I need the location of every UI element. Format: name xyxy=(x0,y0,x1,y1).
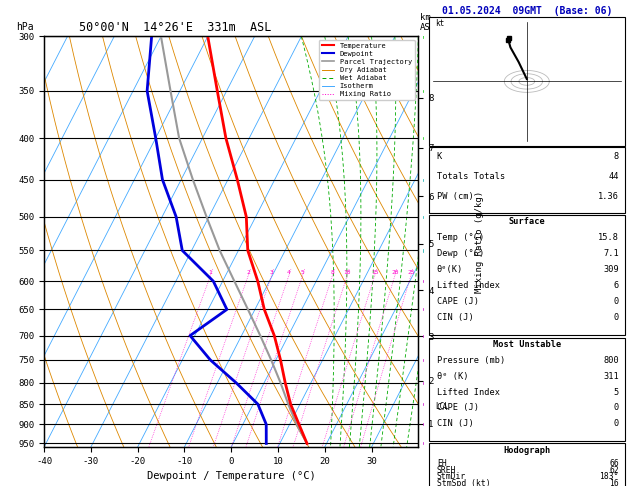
Text: 8: 8 xyxy=(613,152,619,161)
Text: 66: 66 xyxy=(609,459,619,469)
Text: EH: EH xyxy=(437,459,447,469)
Text: Pressure (mb): Pressure (mb) xyxy=(437,356,505,365)
FancyBboxPatch shape xyxy=(429,147,625,213)
Text: 3: 3 xyxy=(270,270,274,275)
FancyBboxPatch shape xyxy=(429,443,625,486)
Text: CAPE (J): CAPE (J) xyxy=(437,403,479,413)
Text: 62: 62 xyxy=(609,466,619,475)
Text: Most Unstable: Most Unstable xyxy=(493,340,561,349)
Text: Dewp (°C): Dewp (°C) xyxy=(437,249,484,258)
Text: 15.8: 15.8 xyxy=(598,233,619,243)
Text: CAPE (J): CAPE (J) xyxy=(437,297,479,306)
Text: 15: 15 xyxy=(371,270,379,275)
Text: 0: 0 xyxy=(613,403,619,413)
Text: 4: 4 xyxy=(287,270,291,275)
Text: CIN (J): CIN (J) xyxy=(437,313,474,322)
Text: 5: 5 xyxy=(613,388,619,397)
Title: 50°00'N  14°26'E  331m  ASL: 50°00'N 14°26'E 331m ASL xyxy=(79,21,271,34)
Text: Temp (°C): Temp (°C) xyxy=(437,233,484,243)
Text: 7.1: 7.1 xyxy=(603,249,619,258)
Text: 0: 0 xyxy=(613,419,619,428)
Text: SREH: SREH xyxy=(437,466,457,475)
Y-axis label: Mixing Ratio (g/kg): Mixing Ratio (g/kg) xyxy=(475,191,484,293)
Text: 1: 1 xyxy=(209,270,213,275)
Text: 800: 800 xyxy=(603,356,619,365)
Text: kt: kt xyxy=(435,19,444,29)
Text: 309: 309 xyxy=(603,265,619,274)
Text: 5: 5 xyxy=(301,270,304,275)
FancyBboxPatch shape xyxy=(429,17,625,146)
Text: Lifted Index: Lifted Index xyxy=(437,281,500,290)
Text: 44: 44 xyxy=(608,172,619,181)
Text: 311: 311 xyxy=(603,372,619,381)
Text: 01.05.2024  09GMT  (Base: 06): 01.05.2024 09GMT (Base: 06) xyxy=(442,6,612,16)
Text: 1.36: 1.36 xyxy=(598,191,619,201)
Text: θᵉ(K): θᵉ(K) xyxy=(437,265,463,274)
Legend: Temperature, Dewpoint, Parcel Trajectory, Dry Adiabat, Wet Adiabat, Isotherm, Mi: Temperature, Dewpoint, Parcel Trajectory… xyxy=(319,40,415,100)
Text: 6: 6 xyxy=(613,281,619,290)
Text: hPa: hPa xyxy=(16,22,33,33)
Text: StmDir: StmDir xyxy=(437,472,466,482)
Text: 16: 16 xyxy=(609,479,619,486)
FancyBboxPatch shape xyxy=(429,338,625,441)
Text: 8: 8 xyxy=(331,270,335,275)
Text: 10: 10 xyxy=(343,270,351,275)
X-axis label: Dewpoint / Temperature (°C): Dewpoint / Temperature (°C) xyxy=(147,471,316,482)
Text: 183°: 183° xyxy=(599,472,619,482)
Text: 2: 2 xyxy=(247,270,250,275)
Text: θᵉ (K): θᵉ (K) xyxy=(437,372,469,381)
Text: 0: 0 xyxy=(613,313,619,322)
Text: StmSpd (kt): StmSpd (kt) xyxy=(437,479,491,486)
Text: PW (cm): PW (cm) xyxy=(437,191,474,201)
Text: km
ASL: km ASL xyxy=(420,13,437,33)
Text: 25: 25 xyxy=(407,270,415,275)
Text: CIN (J): CIN (J) xyxy=(437,419,474,428)
Text: 20: 20 xyxy=(391,270,399,275)
Text: Hodograph: Hodograph xyxy=(503,446,550,455)
Text: LCL: LCL xyxy=(435,402,449,411)
Text: K: K xyxy=(437,152,442,161)
Text: Lifted Index: Lifted Index xyxy=(437,388,500,397)
Text: Surface: Surface xyxy=(508,217,545,226)
FancyBboxPatch shape xyxy=(429,215,625,335)
Text: 0: 0 xyxy=(613,297,619,306)
Text: Totals Totals: Totals Totals xyxy=(437,172,505,181)
